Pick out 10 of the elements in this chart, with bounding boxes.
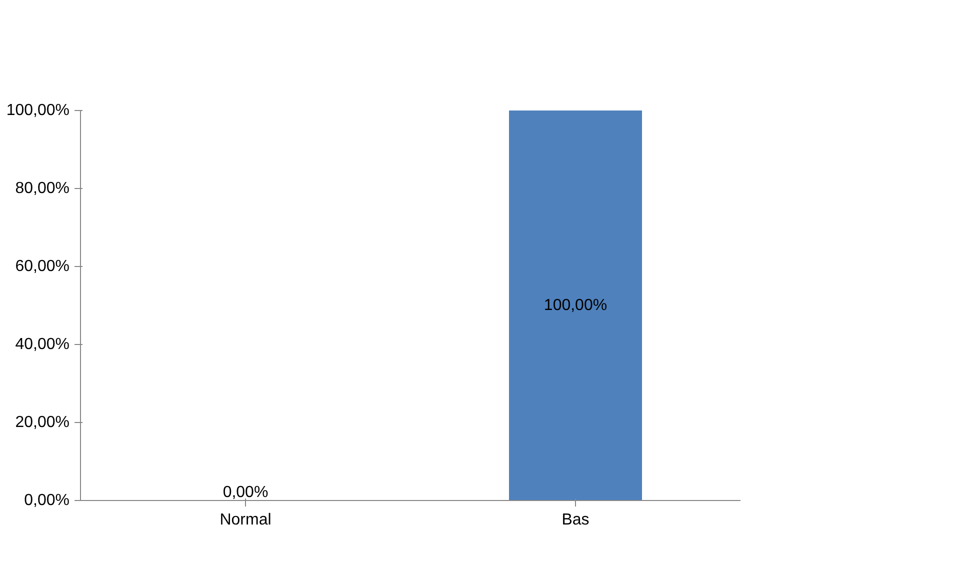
y-tick-label: 100,00% <box>6 102 70 119</box>
y-tick-label: 20,00% <box>15 414 70 431</box>
x-tick-label: Normal <box>220 512 272 528</box>
y-tick-label: 0,00% <box>24 492 70 509</box>
data-label: 100,00% <box>544 297 608 314</box>
data-label: 0,00% <box>222 484 268 502</box>
x-tick-label: Bas <box>562 512 590 528</box>
y-tick-label: 60,00% <box>15 258 70 275</box>
y-tick-label: 80,00% <box>15 180 70 197</box>
y-tick-label: 40,00% <box>15 336 70 353</box>
